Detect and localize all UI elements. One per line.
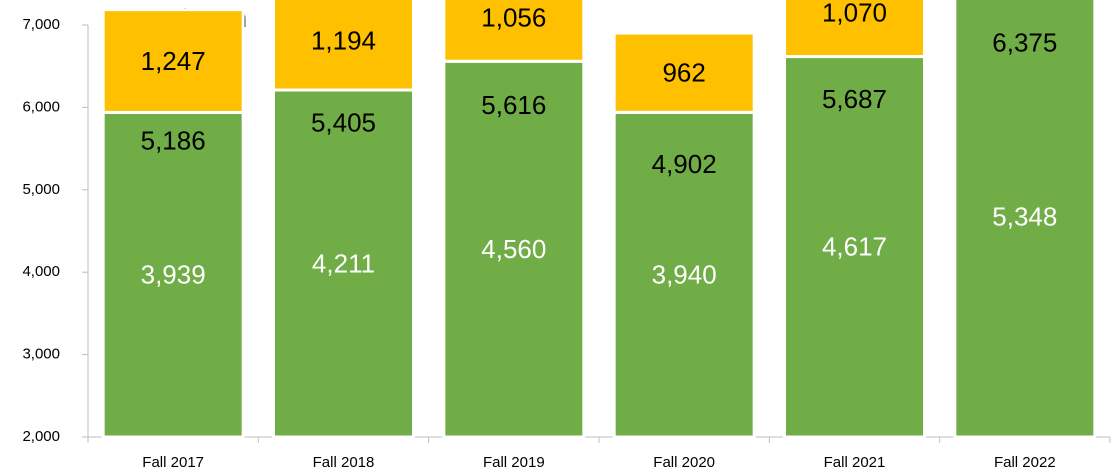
x-tick-label: Fall 2022 [994,454,1056,471]
bar-segment [612,110,756,439]
y-tick-label: 6,000 [22,98,60,115]
bar-segment [101,8,245,114]
value-label: 4,211 [312,248,375,278]
y-tick-label: 5,000 [22,181,60,198]
bar-segment [442,59,586,439]
bar-segment [101,110,245,439]
total-label: 5,616 [481,90,546,120]
x-tick-label: Fall 2018 [313,454,375,471]
total-label: 5,186 [141,125,206,155]
bar-segment [442,0,586,63]
y-tick-label: 7,000 [22,16,60,33]
x-tick-label: Fall 2019 [483,454,545,471]
value-label: 1,056 [481,3,546,33]
bar-segment [272,88,415,439]
value-label: 4,617 [822,232,887,262]
total-label: 5,405 [311,107,376,137]
value-label: 1,070 [822,0,887,27]
value-label: 1,247 [141,46,206,76]
bar-segment [953,0,1097,439]
x-tick-label: Fall 2017 [142,454,204,471]
value-label: 1,194 [311,26,376,56]
value-label: 5,348 [992,202,1057,232]
total-label: 6,375 [992,27,1057,57]
bar-segment [783,55,926,439]
total-label: 5,687 [822,84,887,114]
value-label: 3,939 [141,260,206,290]
x-tick-label: Fall 2020 [653,454,715,471]
y-tick-label: 2,000 [22,428,60,445]
y-tick-label: 3,000 [22,346,60,363]
total-label: 4,902 [652,149,717,179]
y-tick-label: 4,000 [22,263,60,280]
x-tick-label: Fall 2021 [824,454,886,471]
bar-segment [612,31,756,114]
bar-segment [272,0,415,92]
value-label: 4,560 [481,234,546,264]
value-label: 3,940 [652,260,717,290]
bar-segment [783,0,926,59]
value-label: 962 [662,58,705,88]
